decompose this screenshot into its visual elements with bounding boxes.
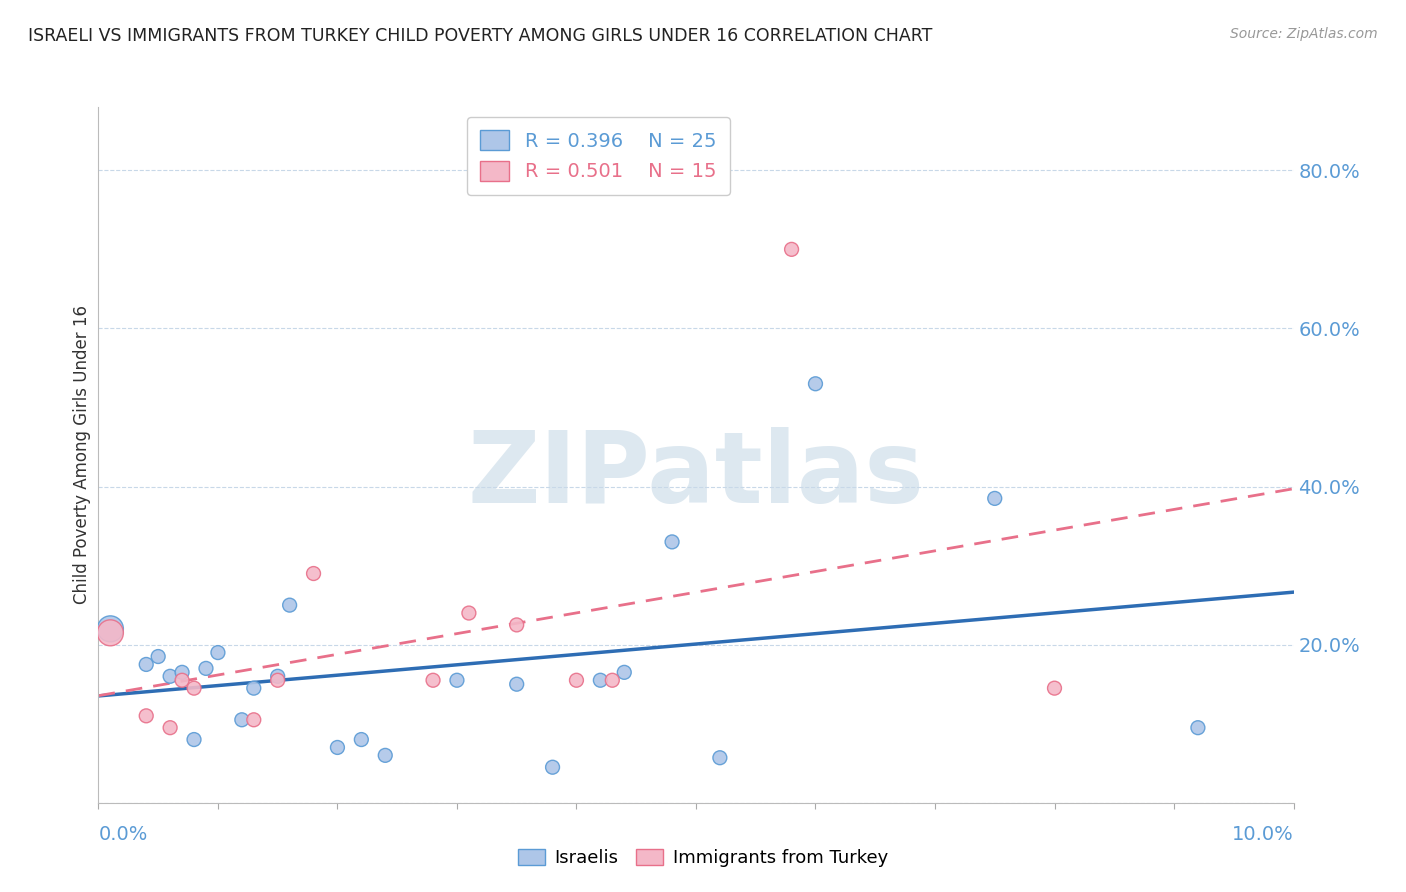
Text: 0.0%: 0.0% xyxy=(98,824,148,844)
Point xyxy=(709,750,731,764)
Point xyxy=(458,606,481,620)
Point xyxy=(326,740,349,755)
Legend: R = 0.396    N = 25, R = 0.501    N = 15: R = 0.396 N = 25, R = 0.501 N = 15 xyxy=(467,117,730,194)
Point xyxy=(243,681,266,695)
Point xyxy=(602,673,624,688)
Point xyxy=(804,376,827,391)
Point xyxy=(565,673,588,688)
Text: ZIPatlas: ZIPatlas xyxy=(468,427,924,524)
Point xyxy=(278,598,301,612)
Y-axis label: Child Poverty Among Girls Under 16: Child Poverty Among Girls Under 16 xyxy=(73,305,91,605)
Point xyxy=(422,673,444,688)
Legend: Israelis, Immigrants from Turkey: Israelis, Immigrants from Turkey xyxy=(510,841,896,874)
Point xyxy=(159,669,181,683)
Point xyxy=(148,649,170,664)
Point xyxy=(159,721,181,735)
Point xyxy=(1043,681,1066,695)
Point xyxy=(100,625,122,640)
Point xyxy=(243,713,266,727)
Point xyxy=(446,673,468,688)
Point xyxy=(100,622,122,636)
Point xyxy=(231,713,253,727)
Point xyxy=(172,665,194,680)
Point xyxy=(302,566,325,581)
Point xyxy=(984,491,1007,506)
Point xyxy=(135,657,157,672)
Point xyxy=(195,661,218,675)
Point xyxy=(267,673,290,688)
Point xyxy=(267,669,290,683)
Point xyxy=(613,665,636,680)
Point xyxy=(183,681,205,695)
Point xyxy=(207,646,229,660)
Point xyxy=(506,618,529,632)
Point xyxy=(374,748,396,763)
Text: ISRAELI VS IMMIGRANTS FROM TURKEY CHILD POVERTY AMONG GIRLS UNDER 16 CORRELATION: ISRAELI VS IMMIGRANTS FROM TURKEY CHILD … xyxy=(28,27,932,45)
Point xyxy=(172,673,194,688)
Point xyxy=(506,677,529,691)
Text: 10.0%: 10.0% xyxy=(1232,824,1294,844)
Point xyxy=(541,760,564,774)
Point xyxy=(350,732,373,747)
Point xyxy=(780,243,803,257)
Point xyxy=(589,673,612,688)
Point xyxy=(135,708,157,723)
Point xyxy=(1187,721,1209,735)
Text: Source: ZipAtlas.com: Source: ZipAtlas.com xyxy=(1230,27,1378,41)
Point xyxy=(183,732,205,747)
Point xyxy=(661,534,683,549)
